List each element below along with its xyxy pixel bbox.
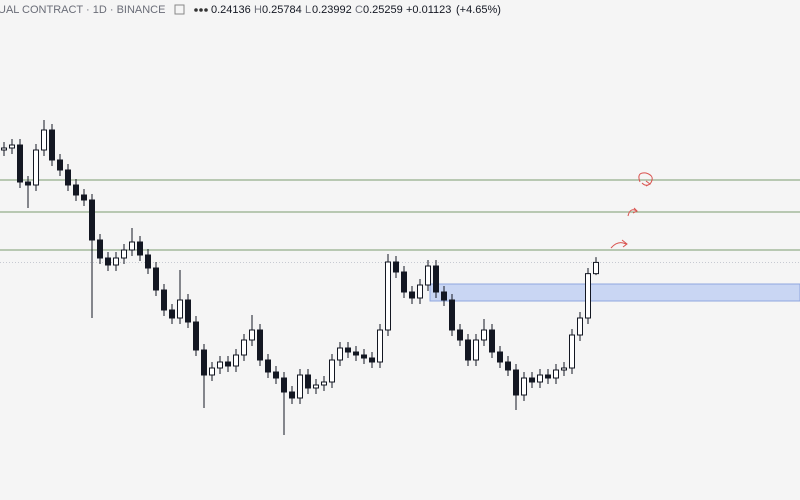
candle-body — [273, 371, 279, 379]
candle-body — [225, 361, 231, 367]
candle-body — [97, 239, 103, 259]
candle-body — [337, 347, 343, 361]
legend-bar: UAL CONTRACT · 1D · BINANCE 0.24136 H 0.… — [0, 4, 501, 16]
open-value: 0.24136 — [211, 4, 251, 16]
candle-body — [233, 354, 239, 367]
close-value: 0.25259 — [363, 4, 403, 16]
icon — [174, 4, 185, 15]
candle-body — [105, 257, 111, 266]
candle-body — [17, 144, 23, 183]
arrow — [610, 239, 628, 249]
candle-body — [73, 184, 79, 196]
menu-dots[interactable] — [194, 8, 208, 12]
candle-body — [25, 181, 31, 186]
candle-body — [417, 284, 423, 299]
candle-body — [289, 391, 295, 399]
high-value: 0.25784 — [262, 4, 302, 16]
candle-body — [433, 265, 439, 293]
candle-body — [449, 299, 455, 331]
candle-body — [481, 329, 487, 341]
candle-body — [465, 339, 471, 361]
candle-body — [241, 339, 247, 356]
candle-body — [129, 241, 135, 251]
candle-body — [505, 361, 511, 371]
candle-body — [457, 329, 463, 341]
candle-body — [321, 381, 327, 386]
low-label: L — [305, 4, 311, 16]
candle-body — [9, 144, 15, 149]
candle-body — [145, 254, 151, 269]
candle-body — [297, 374, 303, 399]
plot — [0, 120, 800, 435]
candle-body — [57, 159, 63, 171]
candle-body — [153, 267, 159, 291]
candle-body — [521, 377, 527, 396]
candle-body — [585, 273, 591, 319]
candle-body — [513, 369, 519, 396]
candle-body — [121, 249, 127, 259]
symbol: UAL CONTRACT · 1D · BINANCE — [0, 4, 165, 16]
candle-body — [409, 291, 415, 299]
candle-body — [569, 334, 575, 369]
candle-body — [329, 359, 335, 383]
candle-body — [393, 261, 399, 273]
candle-body — [577, 317, 583, 336]
candle-body — [425, 265, 431, 286]
candle-body — [361, 354, 367, 359]
candle-body — [185, 299, 191, 323]
candle-body — [369, 357, 375, 363]
candle-body — [497, 351, 503, 363]
arrow — [627, 207, 638, 217]
change-pct: (+4.65%) — [456, 4, 501, 16]
arrow — [638, 172, 653, 187]
candle-body — [385, 261, 391, 331]
candle-body — [49, 129, 55, 161]
candle-body — [193, 321, 199, 351]
close-label: C — [355, 4, 363, 16]
candle-body — [265, 359, 271, 373]
low-value: 0.23992 — [312, 4, 352, 16]
candle-body — [169, 309, 175, 319]
candle-body — [313, 384, 319, 389]
candle-body — [553, 369, 559, 379]
candle-body — [81, 194, 87, 201]
candle-body — [33, 149, 39, 186]
candle-body — [161, 289, 167, 311]
candle-body — [353, 351, 359, 356]
candle-body — [545, 374, 551, 379]
candle-body — [209, 367, 215, 376]
candle-body — [489, 329, 495, 353]
zone — [429, 283, 800, 302]
candle-body — [561, 367, 567, 371]
candle-body — [529, 377, 535, 383]
candle-body — [537, 374, 543, 383]
candle-body — [441, 291, 447, 301]
candle-body — [1, 147, 7, 151]
change: +0.01123 — [406, 4, 451, 16]
candle-body — [281, 377, 287, 393]
candle-body — [257, 329, 263, 361]
candle-body — [177, 299, 183, 319]
candle-body — [593, 261, 599, 275]
candle-body — [201, 349, 207, 376]
candle-body — [345, 347, 351, 353]
candle-body — [377, 329, 383, 363]
candle-body — [41, 129, 47, 151]
high-label: H — [254, 4, 262, 16]
candle-body — [305, 374, 311, 389]
candle-body — [249, 329, 255, 341]
candle-body — [401, 271, 407, 293]
annotations — [610, 172, 653, 249]
candle-body — [65, 169, 71, 186]
candle-body — [89, 199, 95, 241]
candle-body — [473, 339, 479, 361]
candle-body — [217, 361, 223, 369]
candle-body — [137, 241, 143, 256]
candle-body — [113, 257, 119, 266]
